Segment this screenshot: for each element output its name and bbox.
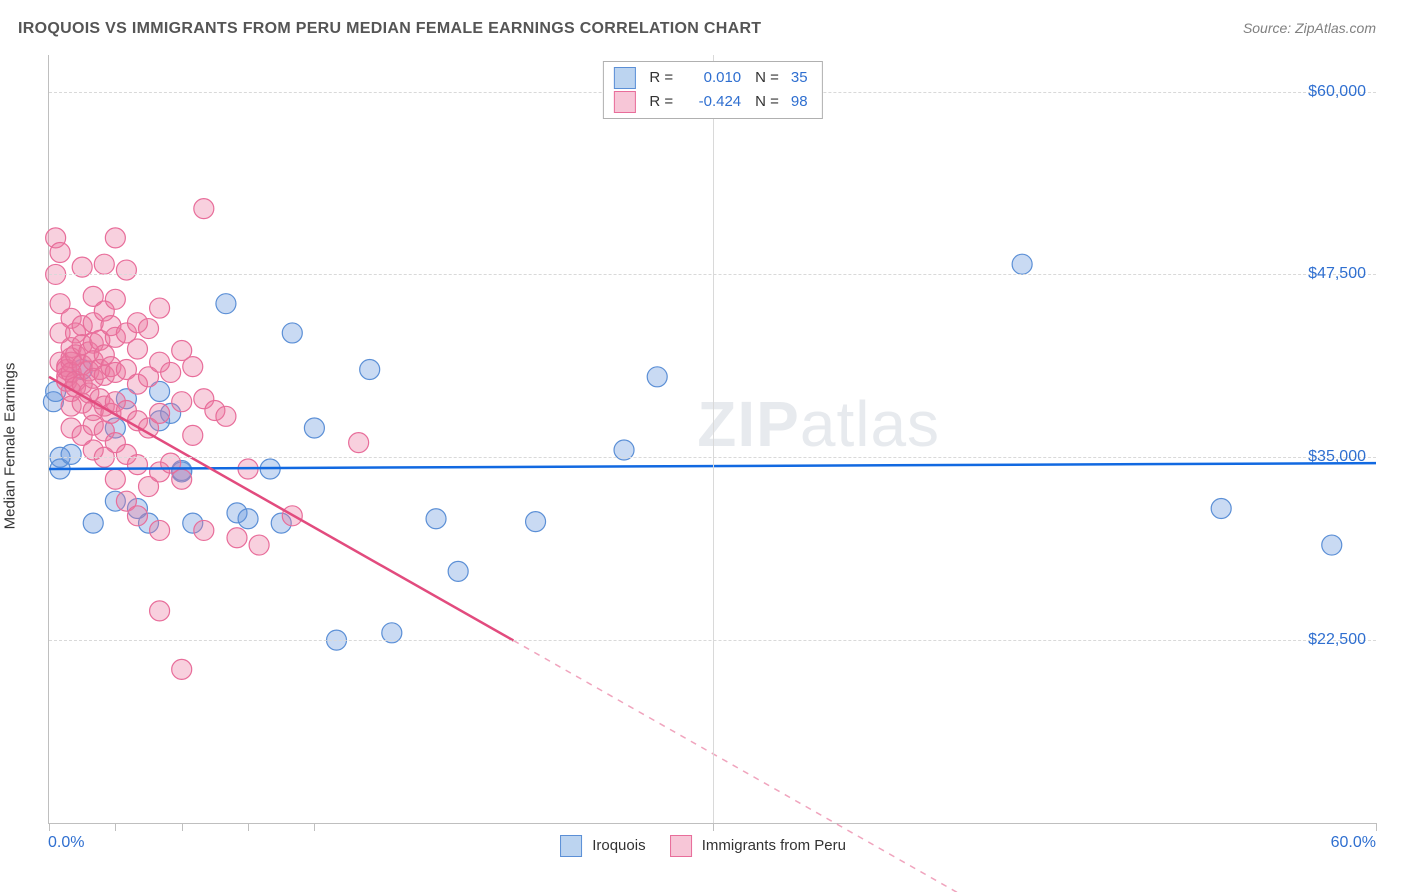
chart-title: IROQUOIS VS IMMIGRANTS FROM PERU MEDIAN … <box>18 20 761 38</box>
data-point <box>105 289 125 309</box>
legend-label-iroquois: Iroquois <box>592 837 645 854</box>
data-point <box>105 228 125 248</box>
swatch-iroquois-icon <box>560 835 582 857</box>
n-label: N = <box>755 90 779 114</box>
n-value-peru: 98 <box>791 90 808 114</box>
swatch-iroquois-icon <box>613 67 635 89</box>
r-label: R = <box>649 66 673 90</box>
swatch-peru-icon <box>670 835 692 857</box>
data-point <box>349 433 369 453</box>
data-point <box>360 360 380 380</box>
chart-container: IROQUOIS VS IMMIGRANTS FROM PERU MEDIAN … <box>0 0 1406 892</box>
data-point <box>127 339 147 359</box>
data-point <box>105 469 125 489</box>
y-tick-label: $60,000 <box>1308 83 1366 101</box>
source-name: ZipAtlas.com <box>1295 20 1376 36</box>
data-point <box>194 199 214 219</box>
data-point <box>227 528 247 548</box>
x-tick <box>713 823 714 831</box>
y-tick-label: $35,000 <box>1308 448 1366 466</box>
legend-row-iroquois: R = 0.010 N = 35 <box>613 66 807 90</box>
data-point <box>249 535 269 555</box>
data-point <box>183 357 203 377</box>
data-point <box>172 392 192 412</box>
data-point <box>216 406 236 426</box>
x-axis-min-label: 0.0% <box>48 834 84 852</box>
series-legend: Iroquois Immigrants from Peru <box>560 835 846 857</box>
data-point <box>194 520 214 540</box>
data-point <box>139 319 159 339</box>
legend-item-peru: Immigrants from Peru <box>670 835 846 857</box>
data-point <box>282 323 302 343</box>
data-point <box>526 512 546 532</box>
x-tick <box>49 823 50 831</box>
correlation-legend: R = 0.010 N = 35 R = -0.424 N = 98 <box>602 61 822 119</box>
x-tick <box>1376 823 1377 831</box>
y-tick-label: $47,500 <box>1308 265 1366 283</box>
data-point <box>150 298 170 318</box>
data-point <box>116 260 136 280</box>
legend-item-iroquois: Iroquois <box>560 835 646 857</box>
data-point <box>1012 254 1032 274</box>
y-tick-label: $22,500 <box>1308 631 1366 649</box>
r-value-peru: -0.424 <box>681 90 741 114</box>
x-tick <box>314 823 315 831</box>
data-point <box>172 469 192 489</box>
data-point <box>1211 498 1231 518</box>
r-value-iroquois: 0.010 <box>681 66 741 90</box>
data-point <box>150 520 170 540</box>
y-axis-title: Median Female Earnings <box>2 363 19 530</box>
data-point <box>216 294 236 314</box>
data-point <box>83 513 103 533</box>
x-tick <box>182 823 183 831</box>
n-value-iroquois: 35 <box>791 66 808 90</box>
x-tick <box>115 823 116 831</box>
source-attribution: Source: ZipAtlas.com <box>1243 20 1376 36</box>
data-point <box>448 561 468 581</box>
plot-area: R = 0.010 N = 35 R = -0.424 N = 98 ZIPat… <box>48 55 1376 824</box>
n-label: N = <box>755 66 779 90</box>
data-point <box>94 254 114 274</box>
gridline-v <box>713 55 714 823</box>
legend-row-peru: R = -0.424 N = 98 <box>613 90 807 114</box>
data-point <box>183 425 203 445</box>
data-point <box>238 509 258 529</box>
data-point <box>647 367 667 387</box>
source-prefix: Source: <box>1243 20 1295 36</box>
x-axis-max-label: 60.0% <box>1331 834 1376 852</box>
data-point <box>1322 535 1342 555</box>
x-tick <box>248 823 249 831</box>
data-point <box>172 659 192 679</box>
data-point <box>150 403 170 423</box>
data-point <box>127 506 147 526</box>
data-point <box>304 418 324 438</box>
r-label: R = <box>649 90 673 114</box>
data-point <box>61 444 81 464</box>
data-point <box>50 242 70 262</box>
legend-label-peru: Immigrants from Peru <box>702 837 846 854</box>
swatch-peru-icon <box>613 91 635 113</box>
data-point <box>150 601 170 621</box>
data-point <box>426 509 446 529</box>
data-point <box>161 362 181 382</box>
